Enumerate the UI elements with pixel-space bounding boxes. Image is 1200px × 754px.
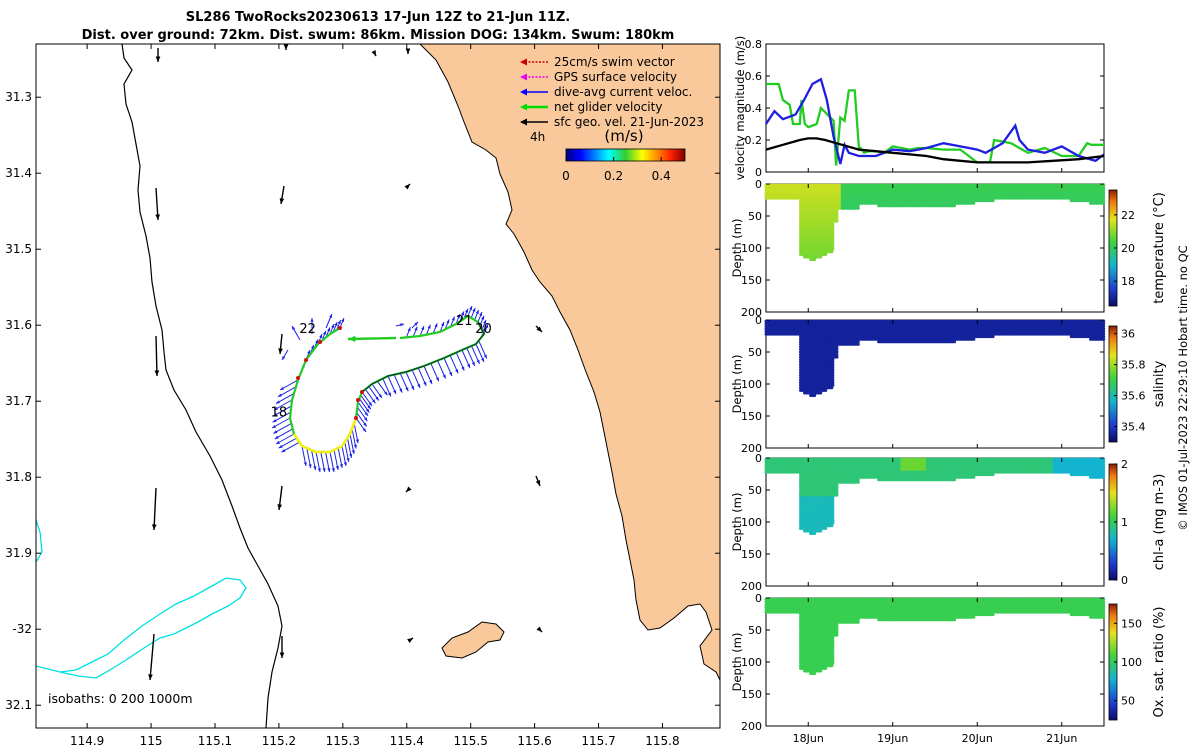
day-label: 21 (456, 314, 473, 329)
map-xtick-label: 115.1 (198, 734, 232, 748)
day-label: 20 (475, 322, 492, 337)
legend-label: dive-avg current veloc. (554, 85, 692, 99)
profile-dot (836, 215, 839, 218)
legend-label: GPS surface velocity (554, 70, 677, 84)
map-xtick-label: 115.7 (581, 734, 615, 748)
profile-ylabel: Depth (m) (730, 219, 744, 278)
map-ytick-label: 31.7 (5, 394, 32, 408)
profile-dot (972, 202, 975, 205)
velocity-ytick-label: 0.8 (745, 38, 763, 51)
profile-dot (836, 356, 839, 359)
profile-dot (1102, 186, 1105, 189)
profile-dot (831, 227, 834, 230)
profile-dot (831, 381, 834, 384)
profile-dot (831, 238, 834, 241)
day-label: 22 (299, 322, 316, 337)
map-xtick-label: 115.8 (645, 734, 679, 748)
swim-point (304, 358, 308, 362)
profile-ytick-label: 100 (741, 242, 762, 255)
velocity-panel: velocity magnitude (m/s) 00.20.40.60.8 (733, 36, 1104, 181)
velocity-ytick-label: 0.6 (745, 70, 763, 83)
map-xtick-label: 115.4 (390, 734, 424, 748)
profile-ytick-label: 150 (741, 274, 762, 287)
profile-dot (836, 212, 839, 215)
profile-dot (831, 368, 834, 371)
map-ytick-label: 31.6 (5, 318, 32, 332)
title-line-2: Dist. over ground: 72km. Dist. swum: 86k… (82, 28, 675, 43)
map-xtick-label: 114.9 (70, 734, 104, 748)
profile-dot (836, 220, 839, 223)
velocity-ytick-label: 0.4 (745, 102, 763, 115)
swim-point (356, 398, 360, 402)
profile-dot (831, 376, 834, 379)
swim-point (354, 416, 358, 420)
profile-dot (831, 240, 834, 243)
legend-label: net glider velocity (554, 100, 662, 114)
swim-point (318, 340, 322, 344)
profile-colorbar-label: 18 (1121, 275, 1135, 288)
map-xtick-label: 115.2 (262, 734, 296, 748)
profile-dot (836, 351, 839, 354)
colorbar-tick-label: 0.2 (604, 169, 623, 183)
colorbar-tick-label: 0 (562, 169, 570, 183)
day-label: 18 (271, 405, 288, 420)
profile-dot (831, 245, 834, 248)
map-ytick-label: 31.8 (5, 470, 32, 484)
velocity-ytick-label: 0.2 (745, 134, 763, 147)
profile-dot (831, 361, 834, 364)
profile-dot (831, 232, 834, 235)
profile-dot (831, 248, 834, 251)
profile-ytick-label: 50 (748, 210, 762, 223)
map-ytick-label: 31.5 (5, 242, 32, 256)
legend-note-4h: 4h (530, 130, 545, 144)
isobath-note: isobaths: 0 200 1000m (48, 691, 193, 706)
profile-dot (1102, 202, 1105, 205)
profile-colorbar-label: 22 (1121, 209, 1135, 222)
geo-arrow (156, 336, 157, 376)
profile-dot (836, 348, 839, 351)
map-ytick-label: 31.4 (5, 166, 32, 180)
figure: SL286 TwoRocks20230613 17-Jun 12Z to 21-… (0, 0, 1200, 750)
profile-dot (819, 392, 822, 395)
map-xtick-label: 115.6 (517, 734, 551, 748)
colorbar-tick-label: 0.4 (652, 169, 671, 183)
profile-dot (831, 363, 834, 366)
map-ytick-label: 31.3 (5, 90, 32, 104)
profile-dot (1102, 189, 1105, 192)
profile-ytick-label: 0 (755, 178, 762, 191)
profile-dot (953, 204, 956, 207)
profile-dot (831, 374, 834, 377)
swim-point (338, 326, 342, 330)
swim-point (296, 376, 300, 380)
profile-colorbar-label: 20 (1121, 242, 1135, 255)
profile-dot (857, 207, 860, 210)
title-line-1: SL286 TwoRocks20230613 17-Jun 12Z to 21-… (186, 10, 571, 25)
swim-point (360, 390, 364, 394)
profile-dot (831, 225, 834, 228)
speed-colorbar (566, 149, 685, 161)
map-ytick-label: 31.9 (5, 546, 32, 560)
map-xtick-label: 115 (140, 734, 163, 748)
profile-panel-salinity: 050100150200Depth (m)35.435.635.836salin… (730, 314, 1167, 455)
map-xtick-label: 115.3 (326, 734, 360, 748)
profile-colorbar-title: temperature (°C) (1152, 192, 1167, 304)
map-ytick-label: 32.1 (5, 698, 32, 712)
legend-label: 25cm/s swim vector (554, 55, 675, 69)
profile-dot (824, 253, 827, 256)
map-xtick-label: 115.5 (454, 734, 488, 748)
profile-dot (819, 256, 822, 259)
profile-dot (824, 389, 827, 392)
profile-dot (1102, 199, 1105, 202)
colorbar-title: (m/s) (604, 127, 643, 145)
profile-dot (831, 384, 834, 387)
map-ytick-label: -32 (12, 622, 32, 636)
profile-dot (1102, 194, 1105, 197)
